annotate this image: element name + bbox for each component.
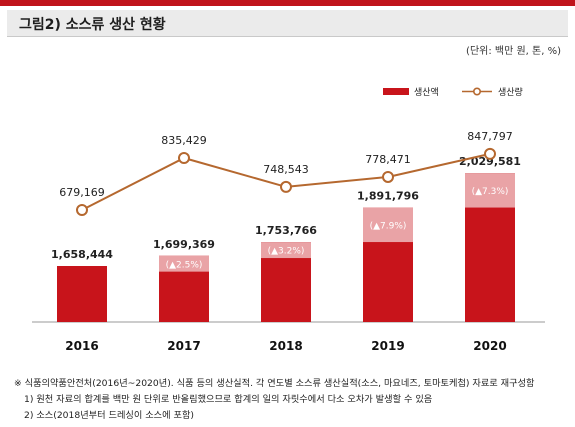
- x-tick-2020: 2020: [473, 339, 506, 353]
- line-value-label-2016: 679,169: [59, 186, 105, 199]
- chart-title: 그림2) 소스류 생산 현황: [19, 17, 166, 33]
- growth-label-2019: (▲7.9%): [370, 221, 407, 231]
- top-accent-bar: [0, 0, 575, 6]
- bar-increment-2018: [261, 242, 311, 259]
- title-box: 그림2) 소스류 생산 현황: [7, 10, 568, 37]
- bar-2016: [57, 266, 107, 322]
- bar-base-2018: [261, 258, 311, 322]
- line-series-group: 679,169 835,429 748,543 778,471 847,797: [59, 130, 513, 216]
- bar-base-2020: [465, 207, 515, 322]
- bar-increment-2019: [363, 207, 413, 243]
- footer-notes: ※ 식품의약품안전처(2016년~2020년). 식품 등의 생산실적. 각 연…: [14, 376, 535, 424]
- bars-group: 1,658,444 (▲2.5%) 1,699,369 (▲3.2%) 1,753,76…: [51, 155, 521, 322]
- line-point-2017: [178, 152, 190, 164]
- line-point-2020: [484, 147, 496, 160]
- bar-value-label-2016: 1,658,444: [51, 248, 113, 261]
- x-tick-2016: 2016: [65, 339, 98, 353]
- legend-bar-swatch: [383, 88, 409, 95]
- footnote-2: 2) 소스(2018년부터 드레싱이 소스에 포함): [24, 410, 194, 421]
- line-point-2018: [280, 180, 292, 193]
- bar-increment-2017: [159, 255, 209, 272]
- line-value-label-2017: 835,429: [161, 134, 207, 147]
- x-tick-2017: 2017: [167, 339, 200, 353]
- bar-value-label-2019: 1,891,796: [357, 190, 419, 203]
- bar-base-2017: [159, 271, 209, 322]
- bar-value-label-2017: 1,699,369: [153, 238, 215, 251]
- bar-value-label-2018: 1,753,766: [255, 224, 317, 237]
- x-tick-2018: 2018: [269, 339, 302, 353]
- legend-line-label: 생산량: [498, 86, 523, 98]
- line-point-2016: [76, 204, 88, 216]
- bar-increment-2020: [465, 173, 515, 208]
- bar-value-label-2020: 2,029,581: [459, 155, 521, 168]
- x-tick-2019: 2019: [371, 339, 404, 353]
- line-value-label-2018: 748,543: [263, 163, 309, 176]
- x-axis-labels: 2016 2017 2018 2019 2020: [65, 339, 506, 353]
- line-value-label-2019: 778,471: [365, 153, 411, 166]
- source-note: ※ 식품의약품안전처(2016년~2020년). 식품 등의 생산실적. 각 연…: [14, 378, 535, 389]
- legend-bar-label: 생산액: [414, 86, 439, 98]
- growth-label-2017: (▲2.5%): [166, 260, 203, 270]
- growth-label-2020: (▲7.3%): [472, 187, 509, 197]
- line-point-2019: [382, 170, 394, 183]
- growth-label-2018: (▲3.2%): [268, 247, 305, 257]
- legend-line-marker: [472, 87, 481, 96]
- unit-note: (단위: 백만 원, 톤, %): [466, 46, 561, 57]
- line-value-label-2020: 847,797: [467, 130, 513, 143]
- combo-chart: 생산액 생산량 1,658,444 (▲2.5%) 1,699,369 (▲3.2%)…: [32, 86, 545, 353]
- legend: 생산액 생산량: [383, 86, 523, 98]
- bar-base-2019: [363, 242, 413, 322]
- footnote-1: 1) 원천 자료의 합계를 백만 원 단위로 반올림했으므로 합계의 일의 자릿…: [24, 394, 433, 405]
